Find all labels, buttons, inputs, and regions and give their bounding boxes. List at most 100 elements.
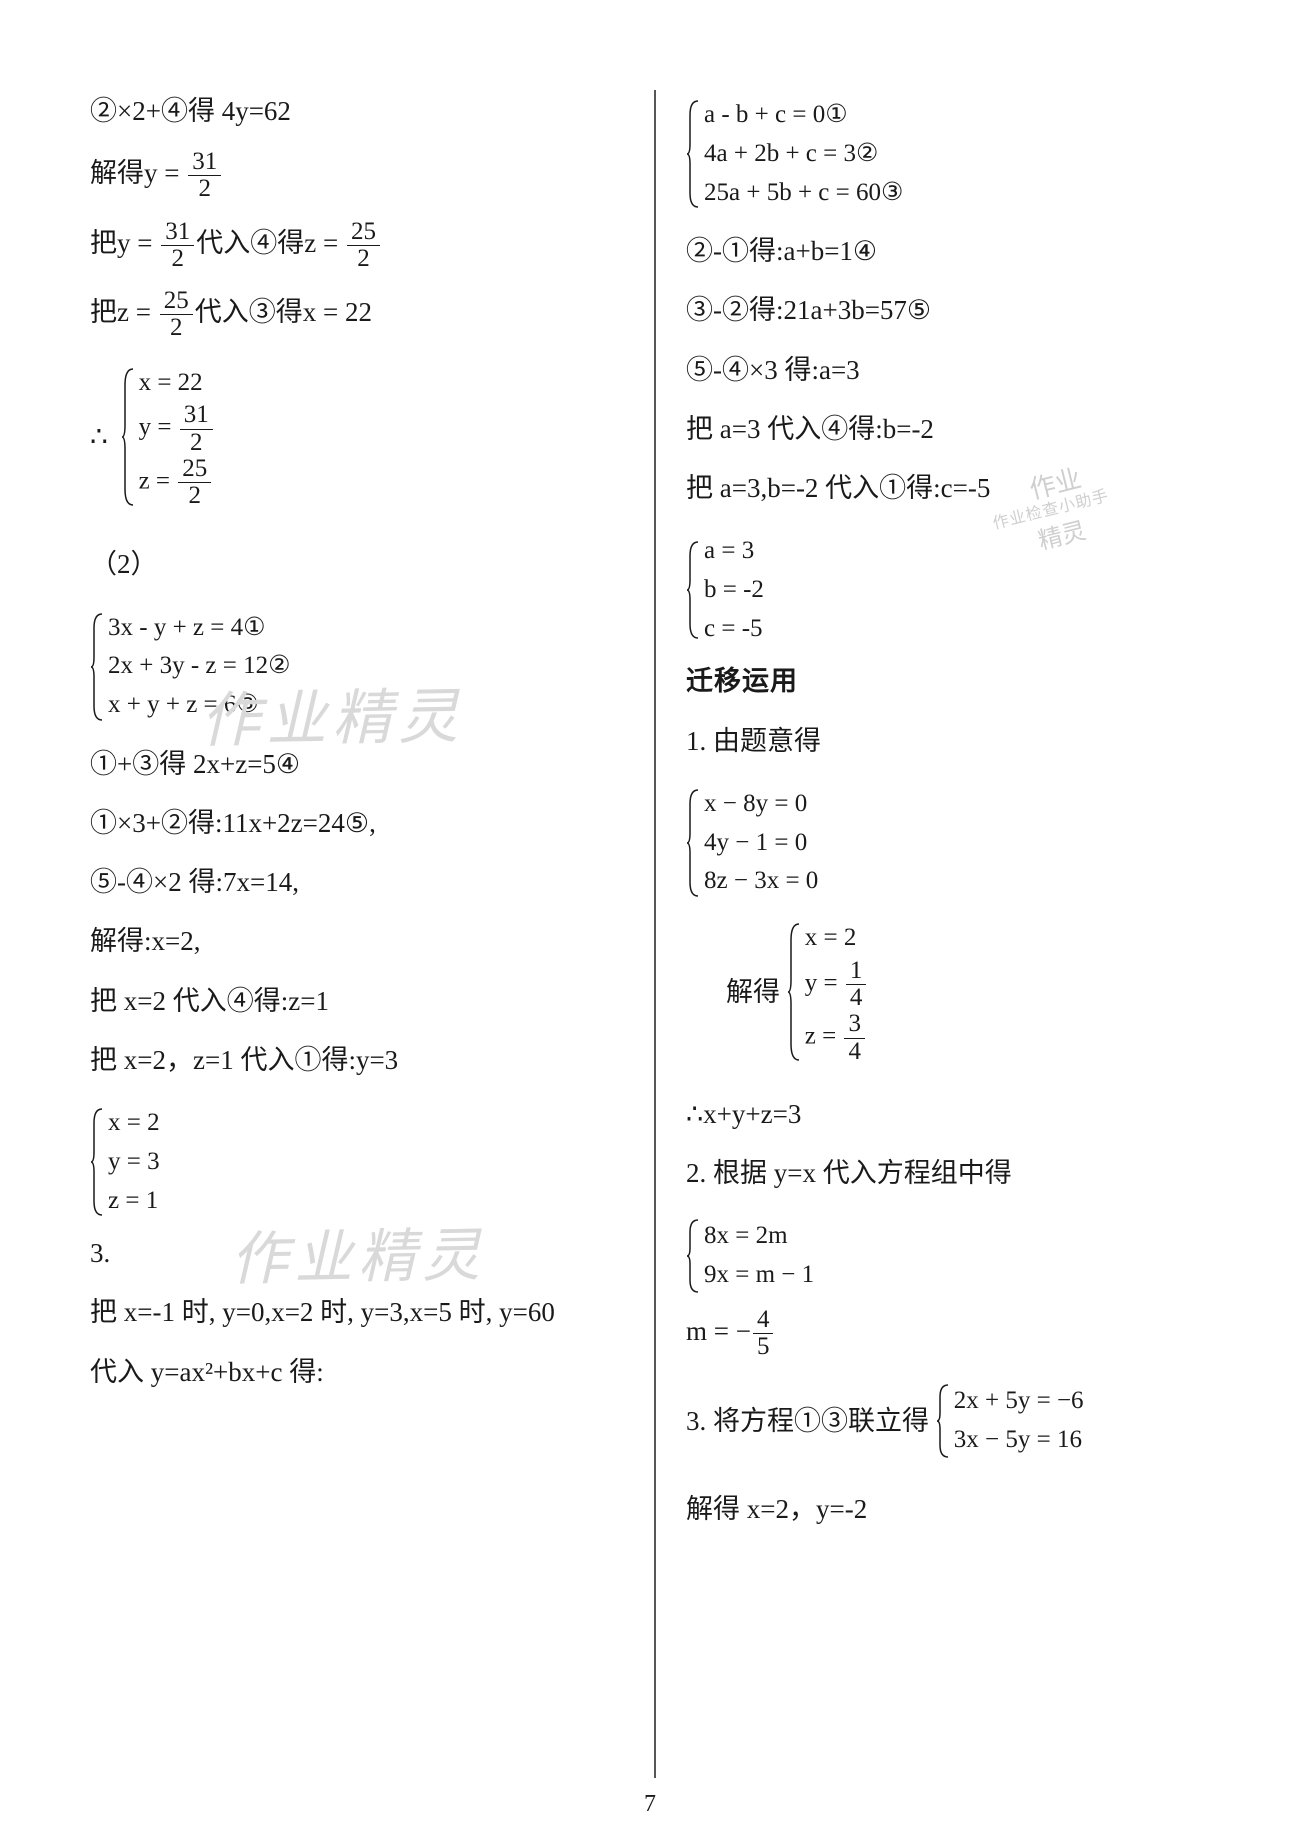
step: ①+③得 2x+z=5④: [90, 743, 624, 786]
eq-row: 3x - y + z = 4①: [108, 609, 291, 648]
brace: x = 2 y = 14 z = 34: [787, 919, 869, 1065]
step: 把 x=2，z=1 代入①得:y=3: [90, 1039, 624, 1082]
numerator: 4: [753, 1307, 774, 1334]
denominator: 2: [347, 246, 380, 272]
step: 把 a=3 代入④得:b=-2: [686, 408, 1220, 451]
brace-content: a - b + c = 0① 4a + 2b + c = 3② 25a + 5b…: [700, 96, 903, 212]
numerator: 1: [846, 958, 867, 985]
brace: 2x + 5y = −6 3x − 5y = 16: [936, 1382, 1084, 1460]
eq-row: z = 252: [139, 456, 215, 510]
step: ②×2+④得 4y=62: [90, 90, 624, 133]
text: 3. 将方程①③联立得: [686, 1406, 929, 1436]
problem-number: 3.: [90, 1232, 624, 1275]
step: 解得 x = 2 y = 14 z = 34: [686, 913, 1220, 1077]
solution-system: x = 2 y = 3 z = 1: [90, 1104, 624, 1220]
brace-content: x = 2 y = 3 z = 1: [104, 1104, 160, 1220]
eq-row: z = 1: [108, 1182, 160, 1221]
left-brace-icon: [936, 1382, 950, 1460]
eq-row: 2x + 5y = −6: [954, 1382, 1084, 1421]
left-brace-icon: [686, 96, 700, 212]
text: 代入③得: [195, 297, 303, 327]
left-brace-icon: [90, 1104, 104, 1220]
eq: x = 22: [303, 297, 372, 327]
problem: 1. 由题意得: [686, 720, 1220, 763]
brace-content: a = 3 b = -2 c = -5: [700, 532, 764, 648]
brace-content: x = 2 y = 14 z = 34: [801, 919, 869, 1065]
sub-problem: （2）: [90, 543, 624, 586]
step: 把y = 31 2 代入④得z = 252: [90, 219, 624, 273]
eq-row: 8z − 3x = 0: [704, 862, 818, 901]
denominator: 2: [178, 483, 211, 509]
equation-system: x − 8y = 0 4y − 1 = 0 8z − 3x = 0: [686, 785, 1220, 901]
brace-content: 8x = 2m 9x = m − 1: [700, 1217, 814, 1295]
right-column: a - b + c = 0① 4a + 2b + c = 3② 25a + 5b…: [656, 90, 1220, 1778]
eq-row: x = 22: [139, 364, 215, 403]
eq-row: 2x + 3y - z = 12②: [108, 647, 291, 686]
eq-row: a = 3: [704, 532, 764, 571]
fraction: 45: [753, 1307, 774, 1361]
left-brace-icon: [686, 1217, 700, 1295]
step: ③-②得:21a+3b=57⑤: [686, 289, 1220, 332]
solution-system: a = 3 b = -2 c = -5: [686, 532, 1220, 648]
eq-row: z = 34: [805, 1011, 869, 1065]
equation-system: a - b + c = 0① 4a + 2b + c = 3② 25a + 5b…: [686, 96, 1220, 212]
fraction: 14: [846, 958, 867, 1012]
numerator: 25: [178, 456, 211, 483]
fraction: 252: [347, 219, 380, 273]
eq-row: 8x = 2m: [704, 1217, 814, 1256]
numerator: 31: [180, 402, 213, 429]
numerator: 31: [188, 149, 221, 176]
eq: y =: [117, 228, 159, 258]
left-column: ②×2+④得 4y=62 解得y = 312 把y = 312代入④得z = 2…: [90, 90, 654, 1778]
section-heading: 迁移运用: [686, 660, 1220, 703]
eq-row: 9x = m − 1: [704, 1256, 814, 1295]
eq-row: 3x − 5y = 16: [954, 1421, 1084, 1460]
left-brace-icon: [121, 364, 135, 510]
text: 解得: [726, 977, 780, 1007]
problem: 2. 根据 y=x 代入方程组中得: [686, 1152, 1220, 1195]
numerator: 25: [160, 288, 193, 315]
equation-system: 8x = 2m 9x = m − 1: [686, 1217, 1220, 1295]
left-brace-icon: [686, 785, 700, 901]
step: 解得y = 312: [90, 149, 624, 203]
numerator: 3: [844, 1011, 865, 1038]
page: ②×2+④得 4y=62 解得y = 312 把y = 312代入④得z = 2…: [0, 0, 1300, 1838]
problem: 3. 将方程①③联立得 2x + 5y = −6 3x − 5y = 16: [686, 1376, 1220, 1472]
eq-row: x + y + z = 6③: [108, 686, 291, 725]
eq-row: c = -5: [704, 610, 764, 649]
eq-row: x = 2: [805, 919, 869, 958]
step: 把 x=2 代入④得:z=1: [90, 980, 624, 1023]
step: 解得:x=2,: [90, 920, 624, 963]
text: 把: [90, 297, 117, 327]
step: 把z = 252代入③得x = 22: [90, 288, 624, 342]
conclusion: ∴x+y+z=3: [686, 1093, 1220, 1136]
eq-row: 25a + 5b + c = 60③: [704, 174, 903, 213]
brace-content: 3x - y + z = 4① 2x + 3y - z = 12② x + y …: [104, 609, 291, 725]
numerator: 25: [347, 219, 380, 246]
eq-row: y = 14: [805, 958, 869, 1012]
brace: x = 22 y = 312 z = 252: [121, 364, 215, 510]
text: 代入④得: [196, 228, 304, 258]
text: 把: [90, 228, 117, 258]
fraction: 252: [160, 288, 193, 342]
equation-system: 3x - y + z = 4① 2x + 3y - z = 12② x + y …: [90, 609, 624, 725]
eq-row: 4y − 1 = 0: [704, 824, 818, 863]
denominator: 4: [844, 1039, 865, 1065]
text: y =: [139, 414, 178, 441]
eq-row: y = 312: [139, 402, 215, 456]
text: z =: [139, 467, 177, 494]
numerator: 31: [161, 219, 194, 246]
left-brace-icon: [90, 609, 104, 725]
eq: z =: [304, 228, 345, 258]
brace-content: x = 22 y = 312 z = 252: [135, 364, 215, 510]
text: 解得: [90, 158, 144, 188]
eq-row: a - b + c = 0①: [704, 96, 903, 135]
step: 把 x=-1 时, y=0,x=2 时, y=3,x=5 时, y=60: [90, 1291, 624, 1334]
text: y =: [805, 969, 844, 996]
left-brace-icon: [686, 532, 700, 648]
text: z =: [805, 1023, 843, 1050]
brace-content: 2x + 5y = −6 3x − 5y = 16: [950, 1382, 1084, 1460]
eq-row: x = 2: [108, 1104, 160, 1143]
eq-row: 4a + 2b + c = 3②: [704, 135, 903, 174]
denominator: 2: [188, 176, 221, 202]
